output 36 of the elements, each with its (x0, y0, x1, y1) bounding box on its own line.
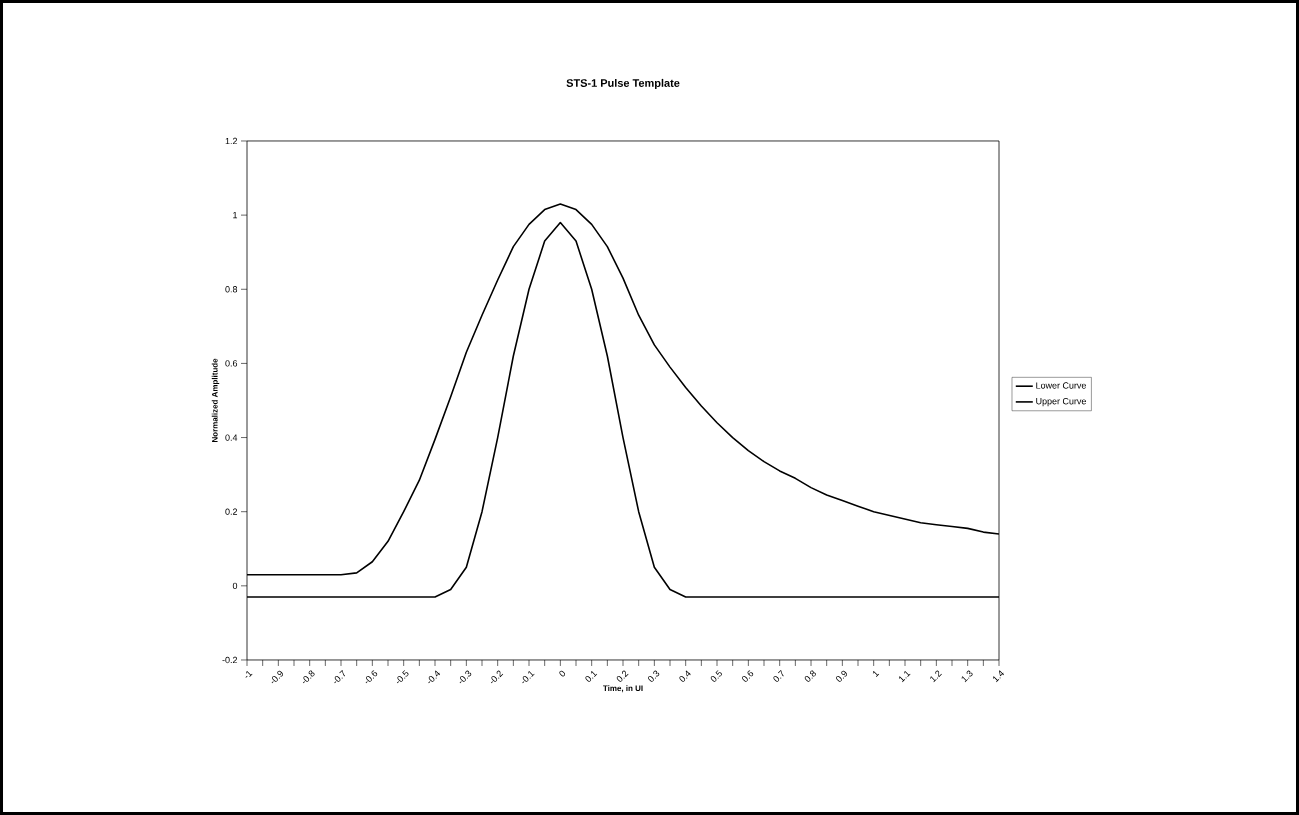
y-tick-label: 0 (232, 582, 238, 590)
legend-label: Lower Curve (1036, 382, 1087, 389)
x-tick-label: 0.9 (836, 670, 847, 682)
x-tick-label: 1.2 (930, 670, 942, 683)
x-tick-label: -0.7 (334, 669, 346, 684)
x-tick-label: 1.1 (898, 670, 911, 683)
x-tick-label: -0.2 (490, 670, 504, 684)
x-tick-label: -0.5 (396, 670, 409, 684)
x-tick-label: -1 (245, 670, 253, 678)
y-tick-label: 0.8 (225, 286, 238, 293)
x-tick-label: -0.1 (522, 670, 535, 684)
y-tick-label: 1 (233, 212, 238, 219)
x-tick-label: -0.8 (302, 670, 315, 684)
x-tick-label: -0.4 (428, 670, 441, 684)
x-tick-label: 0.7 (773, 669, 784, 682)
y-tick-label: -0.2 (222, 656, 238, 664)
x-tick-label: 0.5 (710, 670, 722, 682)
x-tick-label: 0.6 (742, 670, 754, 682)
y-tick-label: 0.4 (225, 434, 238, 441)
x-tick-label: 1.4 (992, 670, 1004, 683)
x-tick-label: 0.3 (648, 670, 660, 682)
y-tick-label: 0.2 (225, 508, 238, 515)
chart-title: STS-1 Pulse Template (566, 78, 680, 90)
x-tick-label: -0.9 (271, 670, 283, 684)
y-tick-label: 1.2 (225, 137, 238, 145)
legend-label: Upper Curve (1036, 398, 1087, 407)
y-tick-label: 0.6 (225, 360, 238, 367)
x-tick-label: -0.3 (459, 670, 472, 684)
x-tick-label: -0.6 (365, 670, 378, 684)
x-tick-label: 0 (559, 670, 566, 677)
x-tick-label: 1.3 (961, 670, 973, 683)
x-tick-label: 0.4 (679, 670, 691, 682)
x-tick-label: 0.8 (804, 670, 816, 682)
x-tick-label: 0.1 (585, 670, 598, 682)
x-tick-label: 1 (872, 670, 880, 677)
x-tick-label: 0.2 (616, 670, 629, 682)
